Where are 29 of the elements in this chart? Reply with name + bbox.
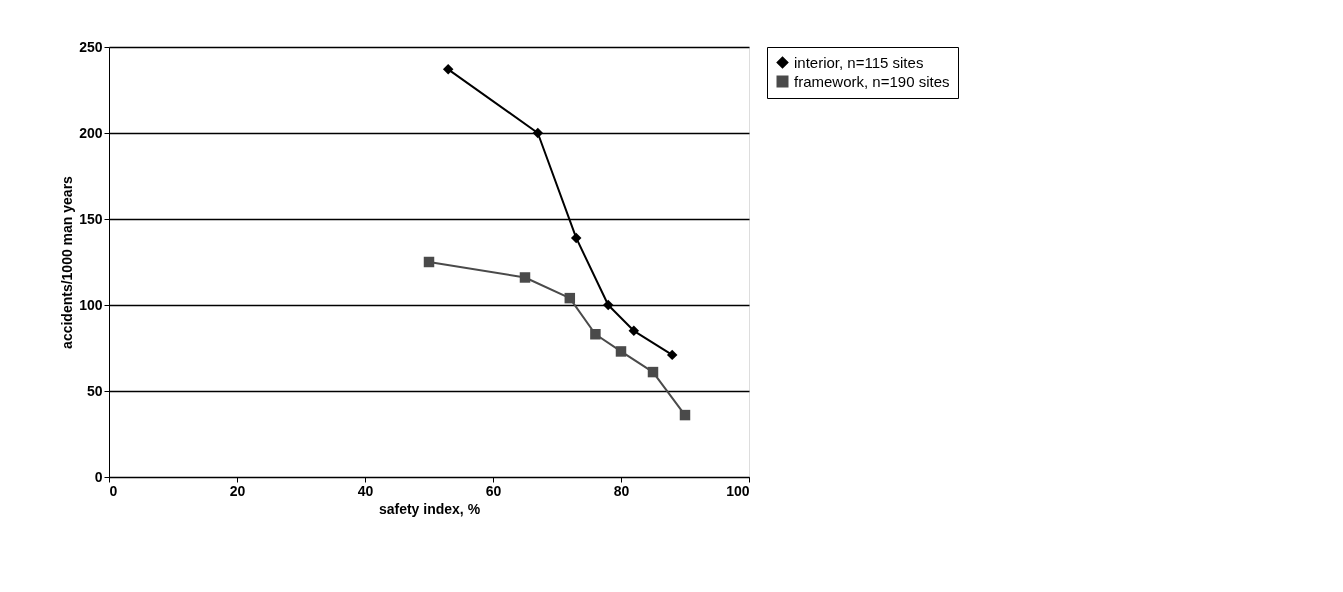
point xyxy=(666,349,678,361)
point xyxy=(442,64,454,75)
point xyxy=(628,325,640,337)
point xyxy=(570,232,582,244)
point xyxy=(564,292,576,304)
y-tick-label: 0 xyxy=(94,468,103,485)
point xyxy=(679,409,691,421)
x-tick-label: 60 xyxy=(485,482,502,499)
point xyxy=(615,346,627,357)
x-tick-label: 20 xyxy=(229,482,246,499)
legend-label: interior, n=115 sites xyxy=(794,53,924,71)
y-axis-title: accidents/1000 man years xyxy=(59,175,76,349)
x-tick-label: 0 xyxy=(109,482,118,499)
point xyxy=(532,127,544,139)
x-tick-label: 40 xyxy=(357,482,374,499)
point xyxy=(602,299,614,311)
x-axis-title: safety index, % xyxy=(378,500,481,517)
y-tick-label: 100 xyxy=(79,296,103,313)
point xyxy=(590,329,601,340)
x-tick-label: 80 xyxy=(613,482,630,499)
y-tick-label: 200 xyxy=(79,124,103,141)
y-tick-label: 50 xyxy=(86,382,103,399)
point xyxy=(519,272,531,283)
point xyxy=(647,366,659,378)
y-tick-label: 150 xyxy=(79,210,103,227)
point xyxy=(423,256,435,268)
legend-label: framework, n=190 sites xyxy=(794,72,950,90)
x-tick-label: 100 xyxy=(726,482,750,499)
y-tick-label: 250 xyxy=(79,38,103,55)
